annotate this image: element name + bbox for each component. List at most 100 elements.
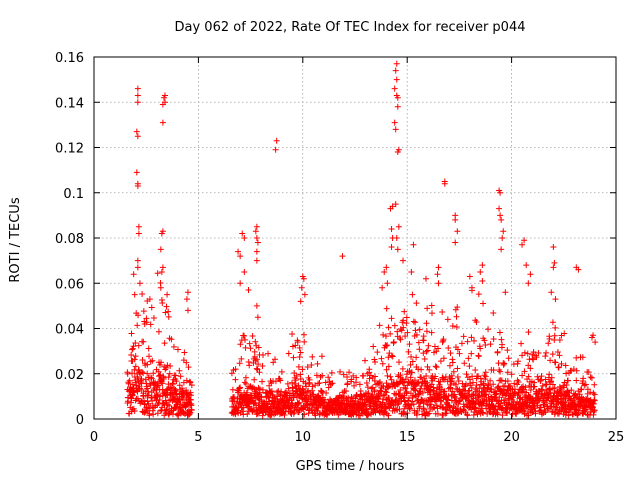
data-point [254,314,261,321]
data-point [259,386,266,393]
data-point [149,357,156,364]
data-point [387,330,394,337]
data-point [404,329,411,336]
data-point [259,351,266,358]
data-point [433,402,440,409]
data-point [128,330,135,337]
data-point [383,389,390,396]
data-point [439,404,446,411]
data-point [401,405,408,412]
data-point [346,369,353,376]
data-point [301,291,308,298]
data-point [403,314,410,321]
data-point [471,337,478,344]
data-point [395,223,402,230]
data-point [157,362,164,369]
data-point [453,324,460,331]
data-point [242,380,249,387]
data-point [360,372,367,379]
data-point [163,406,170,413]
data-point [585,369,592,376]
data-point [537,404,544,411]
data-point [159,380,166,387]
y-tick-label: 0 [76,413,84,428]
data-point [363,380,370,387]
data-point [516,395,523,402]
data-point [270,394,277,401]
data-point [504,347,511,354]
x-tick-label: 5 [194,430,202,445]
data-point [580,375,587,382]
data-point [419,389,426,396]
data-point [241,235,248,241]
data-point [418,382,425,389]
data-point [180,409,187,416]
data-point [406,405,413,412]
data-point [391,85,398,92]
data-point [591,397,598,404]
data-point [135,223,142,230]
data-point [388,225,395,232]
data-point [129,370,136,377]
data-point [537,377,544,384]
data-point [296,354,303,361]
data-point [466,273,473,280]
data-point [361,357,368,364]
data-point [440,355,447,362]
data-point [135,342,142,349]
data-point [445,392,452,399]
data-point [546,371,553,378]
data-point [439,308,446,315]
data-point [377,379,384,386]
data-point [383,264,390,271]
data-point [156,393,163,400]
data-point [133,128,140,135]
data-point [521,349,528,356]
data-point [464,412,471,419]
data-point [548,374,555,381]
data-point [131,356,138,363]
data-point [490,310,497,317]
data-point [461,360,468,367]
data-point [397,336,404,343]
data-point [281,411,288,418]
data-point [423,328,430,335]
data-point [504,378,511,385]
data-point [392,201,399,208]
data-point [259,378,266,385]
data-point [142,408,149,415]
data-point [547,357,554,364]
data-point [476,385,483,392]
data-point [551,384,558,391]
data-point [542,376,549,383]
data-point [168,336,175,343]
data-point [309,353,316,360]
data-point [265,350,272,357]
data-point [322,379,329,386]
data-point [423,320,430,327]
data-point [527,271,534,278]
data-point [591,407,598,414]
data-point [409,358,416,365]
data-point [565,377,572,384]
data-point [519,241,526,248]
data-point [432,373,439,380]
data-point [138,386,145,393]
data-point [324,411,331,418]
data-point [499,341,506,348]
data-point [425,342,432,349]
data-point [282,393,289,400]
data-point [515,358,522,365]
data-point [424,347,431,354]
data-point [380,331,387,338]
data-point [249,332,256,339]
data-point [369,391,376,398]
data-point [475,291,482,298]
data-point [412,319,419,326]
data-point [430,384,437,391]
data-point [237,341,244,348]
data-point [135,230,142,237]
data-point [521,411,528,418]
data-point [556,337,563,344]
data-point [422,275,429,282]
